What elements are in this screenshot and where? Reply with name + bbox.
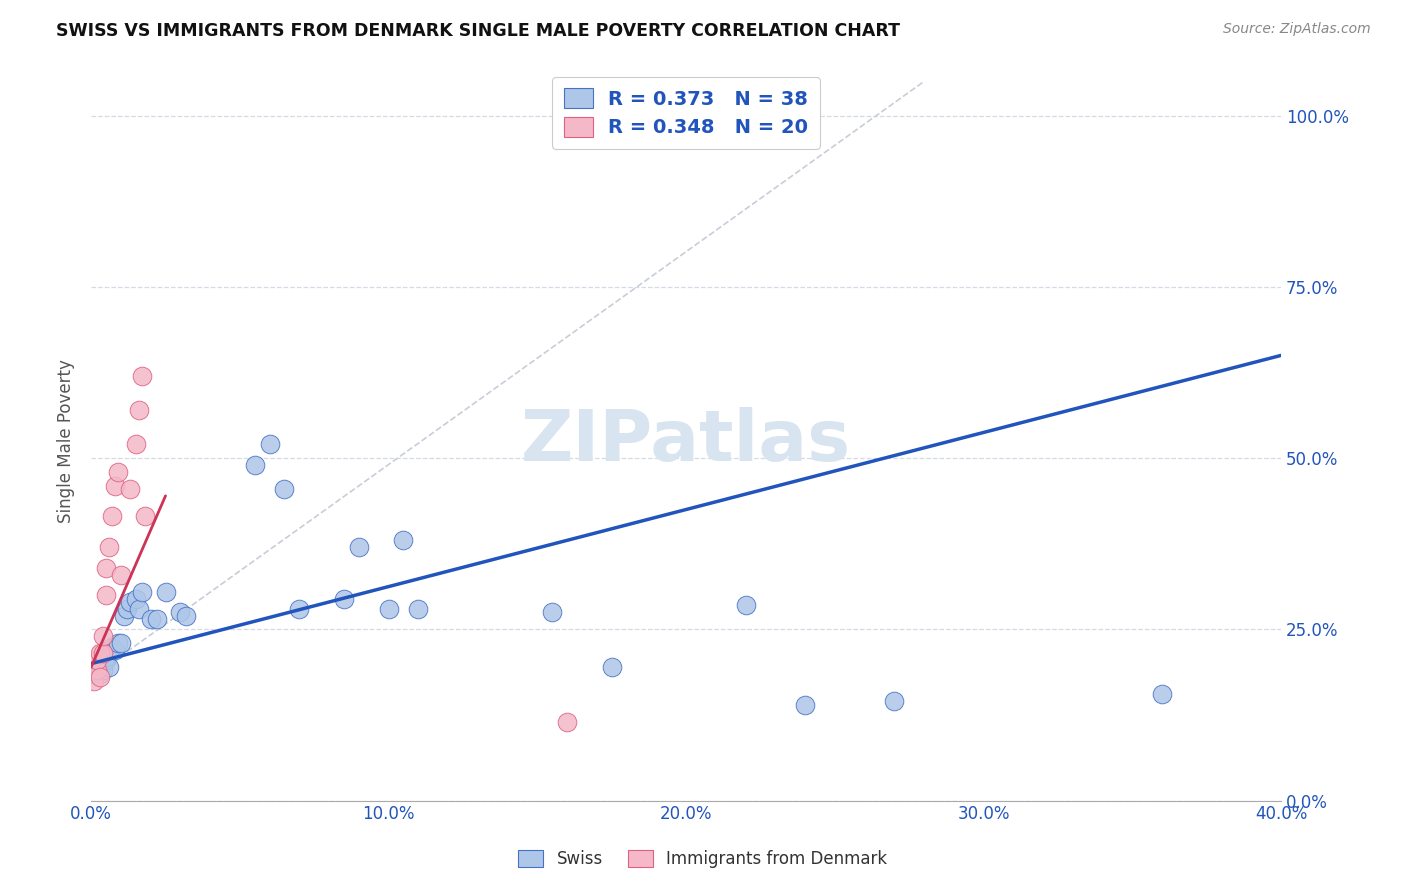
Point xyxy=(94,653,117,667)
Point xyxy=(107,636,129,650)
Point xyxy=(169,605,191,619)
Point xyxy=(118,595,141,609)
Text: SWISS VS IMMIGRANTS FROM DENMARK SINGLE MALE POVERTY CORRELATION CHART: SWISS VS IMMIGRANTS FROM DENMARK SINGLE … xyxy=(56,22,900,40)
Point xyxy=(98,643,121,657)
Point xyxy=(128,403,150,417)
Point xyxy=(155,584,177,599)
Point xyxy=(86,664,108,678)
Point xyxy=(333,591,356,606)
Point xyxy=(131,368,153,383)
Point xyxy=(98,660,121,674)
Point xyxy=(392,533,415,548)
Point xyxy=(83,667,105,681)
Point xyxy=(273,482,295,496)
Point xyxy=(128,602,150,616)
Point xyxy=(91,646,114,660)
Legend: Swiss, Immigrants from Denmark: Swiss, Immigrants from Denmark xyxy=(512,843,894,875)
Text: Source: ZipAtlas.com: Source: ZipAtlas.com xyxy=(1223,22,1371,37)
Point xyxy=(541,605,564,619)
Point xyxy=(94,649,117,664)
Point xyxy=(94,560,117,574)
Point xyxy=(408,602,430,616)
Point xyxy=(125,591,148,606)
Point xyxy=(118,482,141,496)
Point xyxy=(288,602,311,616)
Point xyxy=(89,670,111,684)
Point xyxy=(91,664,114,678)
Point xyxy=(139,612,162,626)
Point xyxy=(794,698,817,712)
Point xyxy=(555,714,578,729)
Point xyxy=(1150,688,1173,702)
Point xyxy=(734,599,756,613)
Point xyxy=(110,567,132,582)
Point xyxy=(883,694,905,708)
Point xyxy=(259,437,281,451)
Point xyxy=(377,602,399,616)
Point xyxy=(86,664,108,678)
Point xyxy=(94,588,117,602)
Text: ZIPatlas: ZIPatlas xyxy=(522,407,851,475)
Point xyxy=(86,653,108,667)
Point xyxy=(145,612,167,626)
Point xyxy=(600,660,623,674)
Point xyxy=(89,646,111,660)
Point xyxy=(243,458,266,472)
Point xyxy=(112,608,135,623)
Point xyxy=(110,636,132,650)
Point xyxy=(91,629,114,643)
Point xyxy=(101,509,124,524)
Point xyxy=(107,465,129,479)
Point xyxy=(98,540,121,554)
Point xyxy=(347,540,370,554)
Point xyxy=(134,509,156,524)
Point xyxy=(101,640,124,654)
Y-axis label: Single Male Poverty: Single Male Poverty xyxy=(58,359,75,523)
Point xyxy=(104,643,127,657)
Point xyxy=(83,673,105,688)
Point xyxy=(125,437,148,451)
Point xyxy=(89,667,111,681)
Point xyxy=(115,602,138,616)
Point xyxy=(131,584,153,599)
Legend: R = 0.373   N = 38, R = 0.348   N = 20: R = 0.373 N = 38, R = 0.348 N = 20 xyxy=(553,77,820,149)
Point xyxy=(104,478,127,492)
Point xyxy=(176,608,198,623)
